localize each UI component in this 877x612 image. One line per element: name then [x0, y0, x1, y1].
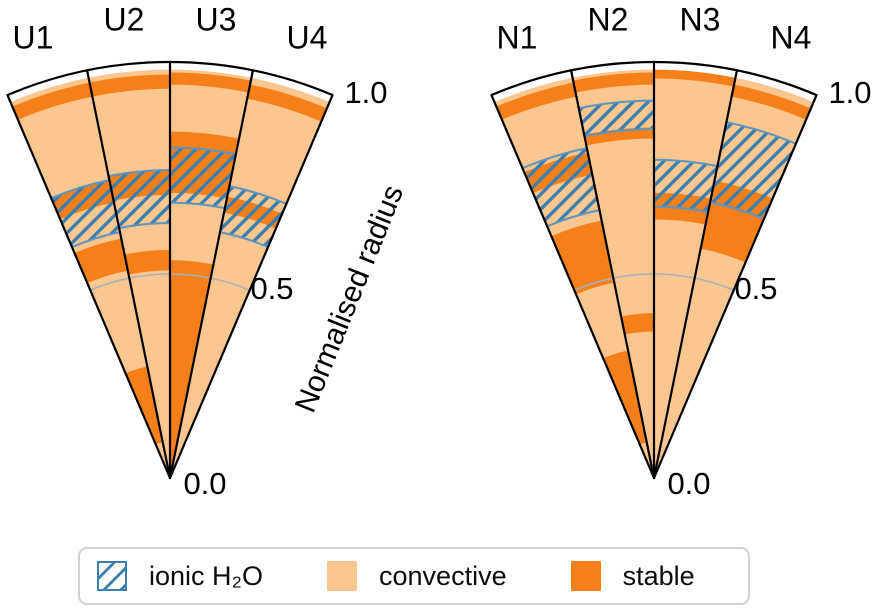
- tick-left-0_5: 0.5: [250, 271, 294, 306]
- tick-right-1_0: 1.0: [828, 75, 872, 110]
- wedge-label-n3: N3: [679, 1, 721, 38]
- fans-root: [6, 60, 818, 480]
- wedge-label-n1: N1: [496, 19, 538, 56]
- legend-label-ionic: ionic H₂O: [149, 560, 264, 591]
- legend-item-ionic: ionic H₂O: [97, 561, 263, 592]
- legend-label-stable: stable: [622, 560, 695, 591]
- convective-color-swatch-icon: [327, 561, 358, 591]
- tick-right-0_5: 0.5: [734, 271, 778, 306]
- tick-left-1_0: 1.0: [344, 75, 388, 110]
- fan-neptune: [490, 60, 818, 480]
- ionic-h2o-hatch-swatch-icon: [97, 561, 127, 591]
- uranus-wedge-boundary-3: [168, 69, 255, 480]
- uranus-outer-arc: [7, 60, 333, 97]
- uranus-wedge-boundary-4: [168, 93, 334, 480]
- legend-item-stable: stable: [570, 560, 695, 592]
- legend: ionic H₂O convective stable: [78, 547, 750, 605]
- legend-label-convective: convective: [379, 560, 507, 591]
- wedge-label-u2: U2: [103, 1, 145, 38]
- wedge-label-u3: U3: [195, 1, 237, 38]
- stable-color-swatch-icon: [570, 561, 601, 591]
- uranus-U3-layer-3-convective: [169, 83, 249, 139]
- neptune-wedge-boundary-0: [490, 93, 656, 480]
- legend-item-convective: convective: [327, 561, 507, 592]
- tick-right-0_0: 0.0: [667, 466, 711, 501]
- wedge-label-n4: N4: [770, 19, 812, 56]
- neptune-wedge-boundary-3: [652, 69, 739, 480]
- neptune-N2-layer-1-stable: [620, 312, 655, 335]
- tick-left-0_0: 0.0: [183, 466, 227, 501]
- neptune-wedge-boundary-1: [569, 69, 656, 480]
- uranus-wedge-boundary-0: [6, 93, 172, 480]
- wedge-label-u1: U1: [12, 19, 54, 56]
- neptune-wedge-boundary-4: [652, 93, 818, 480]
- wedge-label-n2: N2: [587, 1, 629, 38]
- fan-uranus: [6, 60, 334, 480]
- neptune-N3-ionic-h2o-hatch: [653, 158, 719, 214]
- uranus-wedge-boundary-1: [85, 69, 172, 480]
- neptune-outer-arc: [491, 60, 817, 97]
- wedge-label-u4: U4: [286, 19, 328, 56]
